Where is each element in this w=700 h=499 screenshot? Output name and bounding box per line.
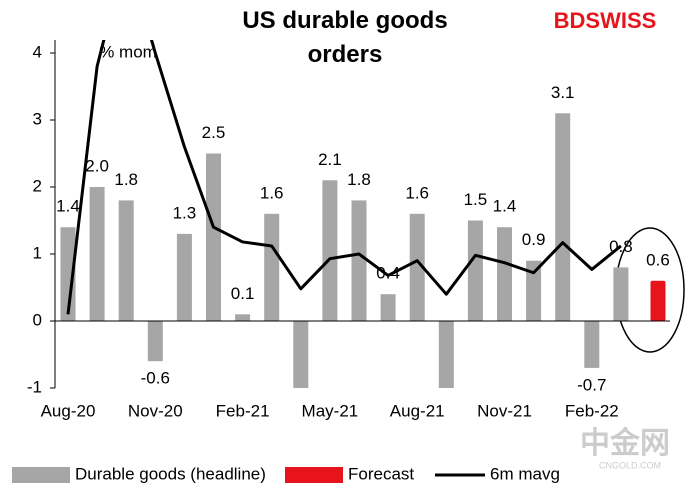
x-tick-label: Feb-21 [216, 401, 270, 420]
data-label: 0.4 [376, 264, 400, 283]
bar [438, 321, 454, 388]
x-tick-label: Feb-22 [565, 401, 619, 420]
brand-logo: BDSWISS [554, 8, 657, 33]
legend-label: Forecast [348, 464, 414, 483]
chart-title: US durable goods orders [242, 7, 447, 68]
bar [118, 200, 134, 321]
data-label: 1.4 [493, 197, 517, 216]
data-label: 1.4 [56, 197, 80, 216]
x-tick-label: May-21 [302, 401, 359, 420]
data-label: 1.8 [114, 170, 138, 189]
data-label: 1.8 [347, 170, 371, 189]
x-tick-label: Aug-20 [41, 401, 96, 420]
bar [526, 260, 542, 321]
bar [176, 233, 192, 321]
legend-label: 6m mavg [490, 464, 560, 483]
bar [206, 153, 221, 321]
legend-swatch [12, 467, 70, 483]
data-label: -0.6 [141, 369, 170, 388]
bar [467, 220, 483, 321]
y-tick-label: 2 [33, 176, 42, 195]
x-tick-label: Nov-21 [477, 401, 532, 420]
data-label: 2.0 [85, 156, 109, 175]
mavg-line [66, 40, 622, 315]
y-tick-label: 3 [33, 109, 42, 128]
bar [264, 213, 280, 321]
data-label: 0.8 [609, 237, 633, 256]
data-label: 0.1 [231, 284, 255, 303]
bar [613, 267, 629, 321]
watermark: 中金网 [580, 426, 670, 460]
legend-swatch [285, 467, 343, 483]
data-label: 3.1 [551, 83, 575, 102]
bar [584, 321, 600, 368]
data-label: 1.6 [405, 183, 429, 202]
data-label: 1.6 [260, 183, 284, 202]
data-label: 1.3 [173, 203, 197, 222]
y-tick-label: -1 [27, 377, 42, 396]
y-tick-label: 1 [33, 243, 42, 262]
data-label: 0.6 [646, 250, 670, 269]
bar [380, 294, 396, 321]
bar [497, 227, 512, 321]
x-tick-label: Nov-20 [128, 401, 183, 420]
data-label: 0.9 [522, 230, 546, 249]
x-tick-label: Aug-21 [390, 401, 445, 420]
data-label: 2.1 [318, 150, 342, 169]
bar [89, 187, 105, 321]
plot-area [60, 40, 666, 388]
data-label: 1.5 [464, 190, 488, 209]
bar [147, 321, 163, 362]
y-tick-label: 4 [33, 42, 42, 61]
bar [293, 321, 309, 388]
forecast-bar [650, 280, 666, 321]
axis-annotation: % mom [99, 42, 157, 61]
bar [60, 227, 76, 321]
bar [555, 113, 571, 321]
y-tick-label: 0 [33, 310, 42, 329]
watermark-sub: CNGOLD.COM [599, 460, 661, 470]
bar [235, 314, 251, 321]
legend-label: Durable goods (headline) [75, 464, 266, 483]
data-label: 2.5 [202, 123, 226, 142]
bar [409, 213, 425, 321]
bar [322, 180, 338, 321]
data-label: -0.7 [577, 375, 606, 394]
bar [351, 200, 367, 321]
